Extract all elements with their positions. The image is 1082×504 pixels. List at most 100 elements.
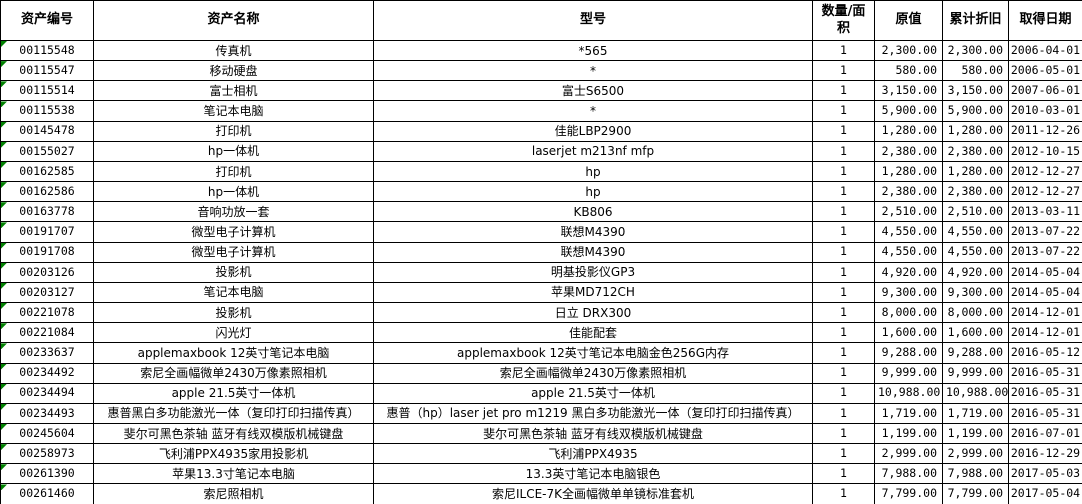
- asset-id-cell[interactable]: 00163778: [0, 201, 94, 223]
- quantity-area-cell[interactable]: 1: [812, 422, 875, 445]
- original-value-cell[interactable]: 2,300.00: [874, 39, 943, 62]
- asset-name-cell[interactable]: 传真机: [93, 39, 374, 62]
- asset-name-cell[interactable]: 索尼照相机: [93, 483, 374, 504]
- model-cell[interactable]: applemaxbook 12英寸笔记本电脑金色256G内存: [373, 342, 813, 364]
- original-value-cell[interactable]: 8,000.00: [874, 302, 943, 324]
- asset-id-cell[interactable]: 00203127: [0, 281, 94, 304]
- quantity-area-cell[interactable]: 1: [812, 483, 875, 504]
- asset-name-cell[interactable]: 微型电子计算机: [93, 221, 374, 243]
- asset-id-cell[interactable]: 00115548: [0, 39, 94, 62]
- column-header-accumulated-depreciation[interactable]: 累计折旧: [942, 0, 1009, 41]
- model-cell[interactable]: 13.3英寸笔记本电脑银色: [373, 463, 813, 485]
- accumulated-depreciation-cell[interactable]: 9,300.00: [942, 281, 1009, 304]
- quantity-area-cell[interactable]: 1: [812, 281, 875, 304]
- quantity-area-cell[interactable]: 1: [812, 201, 875, 223]
- accumulated-depreciation-cell[interactable]: 9,288.00: [942, 342, 1009, 364]
- model-cell[interactable]: 明基投影仪GP3: [373, 261, 813, 283]
- asset-name-cell[interactable]: 苹果13.3寸笔记本电脑: [93, 463, 374, 485]
- accumulated-depreciation-cell[interactable]: 2,510.00: [942, 201, 1009, 223]
- accumulated-depreciation-cell[interactable]: 2,380.00: [942, 181, 1009, 203]
- accumulated-depreciation-cell[interactable]: 1,719.00: [942, 402, 1009, 424]
- original-value-cell[interactable]: 1,719.00: [874, 402, 943, 424]
- asset-id-cell[interactable]: 00234494: [0, 382, 94, 404]
- model-cell[interactable]: hp: [373, 181, 813, 203]
- asset-id-cell[interactable]: 00115538: [0, 100, 94, 122]
- model-cell[interactable]: 佳能LBP2900: [373, 120, 813, 142]
- accumulated-depreciation-cell[interactable]: 9,999.00: [942, 362, 1009, 384]
- asset-name-cell[interactable]: 微型电子计算机: [93, 241, 374, 263]
- accumulated-depreciation-cell[interactable]: 1,280.00: [942, 160, 1009, 183]
- acquisition-date-cell[interactable]: 2014-05-04: [1008, 261, 1082, 283]
- column-header-asset-id[interactable]: 资产编号: [0, 0, 94, 41]
- model-cell[interactable]: *565: [373, 39, 813, 62]
- asset-name-cell[interactable]: 富士相机: [93, 80, 374, 102]
- asset-id-cell[interactable]: 00191707: [0, 221, 94, 243]
- original-value-cell[interactable]: 9,300.00: [874, 281, 943, 304]
- accumulated-depreciation-cell[interactable]: 580.00: [942, 60, 1009, 82]
- original-value-cell[interactable]: 9,288.00: [874, 342, 943, 364]
- column-header-original-value[interactable]: 原值: [874, 0, 943, 41]
- asset-name-cell[interactable]: 笔记本电脑: [93, 281, 374, 304]
- accumulated-depreciation-cell[interactable]: 7,988.00: [942, 463, 1009, 485]
- asset-name-cell[interactable]: 音响功放一套: [93, 201, 374, 223]
- asset-id-cell[interactable]: 00258973: [0, 443, 94, 465]
- asset-name-cell[interactable]: hp一体机: [93, 181, 374, 203]
- acquisition-date-cell[interactable]: 2012-12-27: [1008, 160, 1082, 183]
- quantity-area-cell[interactable]: 1: [812, 342, 875, 364]
- acquisition-date-cell[interactable]: 2016-07-01: [1008, 422, 1082, 445]
- acquisition-date-cell[interactable]: 2016-05-12: [1008, 342, 1082, 364]
- accumulated-depreciation-cell[interactable]: 1,280.00: [942, 120, 1009, 142]
- acquisition-date-cell[interactable]: 2016-05-31: [1008, 382, 1082, 404]
- model-cell[interactable]: hp: [373, 160, 813, 183]
- original-value-cell[interactable]: 2,510.00: [874, 201, 943, 223]
- original-value-cell[interactable]: 1,280.00: [874, 160, 943, 183]
- original-value-cell[interactable]: 7,988.00: [874, 463, 943, 485]
- asset-id-cell[interactable]: 00162585: [0, 160, 94, 183]
- accumulated-depreciation-cell[interactable]: 1,600.00: [942, 322, 1009, 344]
- asset-id-cell[interactable]: 00221084: [0, 322, 94, 344]
- quantity-area-cell[interactable]: 1: [812, 402, 875, 424]
- column-header-quantity-area[interactable]: 数量/面积: [812, 0, 875, 41]
- quantity-area-cell[interactable]: 1: [812, 463, 875, 485]
- model-cell[interactable]: laserjet m213nf mfp: [373, 140, 813, 162]
- acquisition-date-cell[interactable]: 2011-12-26: [1008, 120, 1082, 142]
- original-value-cell[interactable]: 4,550.00: [874, 221, 943, 243]
- quantity-area-cell[interactable]: 1: [812, 120, 875, 142]
- asset-name-cell[interactable]: hp一体机: [93, 140, 374, 162]
- asset-name-cell[interactable]: 移动硬盘: [93, 60, 374, 82]
- quantity-area-cell[interactable]: 1: [812, 261, 875, 283]
- asset-name-cell[interactable]: 笔记本电脑: [93, 100, 374, 122]
- acquisition-date-cell[interactable]: 2006-05-01: [1008, 60, 1082, 82]
- model-cell[interactable]: 索尼ILCE-7K全画幅微单单镜标准套机: [373, 483, 813, 504]
- acquisition-date-cell[interactable]: 2014-12-01: [1008, 322, 1082, 344]
- acquisition-date-cell[interactable]: 2012-12-27: [1008, 181, 1082, 203]
- asset-name-cell[interactable]: 打印机: [93, 160, 374, 183]
- asset-id-cell[interactable]: 00233637: [0, 342, 94, 364]
- asset-id-cell[interactable]: 00221078: [0, 302, 94, 324]
- model-cell[interactable]: *: [373, 100, 813, 122]
- quantity-area-cell[interactable]: 1: [812, 382, 875, 404]
- asset-name-cell[interactable]: applemaxbook 12英寸笔记本电脑: [93, 342, 374, 364]
- quantity-area-cell[interactable]: 1: [812, 302, 875, 324]
- acquisition-date-cell[interactable]: 2014-05-04: [1008, 281, 1082, 304]
- asset-id-cell[interactable]: 00261460: [0, 483, 94, 504]
- original-value-cell[interactable]: 2,380.00: [874, 140, 943, 162]
- asset-id-cell[interactable]: 00234492: [0, 362, 94, 384]
- asset-name-cell[interactable]: 飞利浦PPX4935家用投影机: [93, 443, 374, 465]
- acquisition-date-cell[interactable]: 2013-07-22: [1008, 221, 1082, 243]
- quantity-area-cell[interactable]: 1: [812, 241, 875, 263]
- original-value-cell[interactable]: 1,600.00: [874, 322, 943, 344]
- asset-id-cell[interactable]: 00261390: [0, 463, 94, 485]
- original-value-cell[interactable]: 7,799.00: [874, 483, 943, 504]
- original-value-cell[interactable]: 1,199.00: [874, 422, 943, 445]
- accumulated-depreciation-cell[interactable]: 5,900.00: [942, 100, 1009, 122]
- accumulated-depreciation-cell[interactable]: 8,000.00: [942, 302, 1009, 324]
- quantity-area-cell[interactable]: 1: [812, 362, 875, 384]
- model-cell[interactable]: 联想M4390: [373, 241, 813, 263]
- quantity-area-cell[interactable]: 1: [812, 100, 875, 122]
- quantity-area-cell[interactable]: 1: [812, 322, 875, 344]
- asset-name-cell[interactable]: 惠普黑白多功能激光一体（复印打印扫描传真）: [93, 402, 374, 424]
- original-value-cell[interactable]: 9,999.00: [874, 362, 943, 384]
- asset-id-cell[interactable]: 00115514: [0, 80, 94, 102]
- original-value-cell[interactable]: 580.00: [874, 60, 943, 82]
